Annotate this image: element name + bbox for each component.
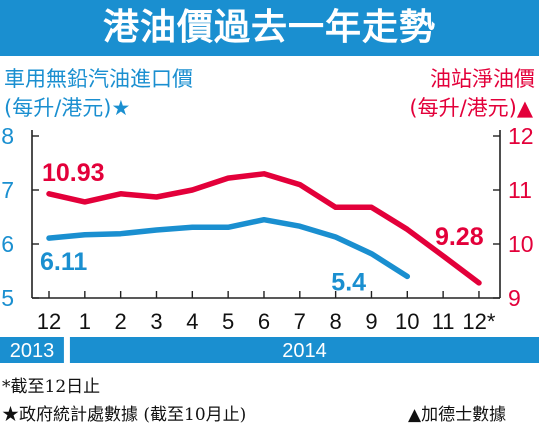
x-tick-label: 1	[79, 309, 91, 334]
right-axis-label: 油站淨油價	[430, 67, 535, 91]
left-tick-label: 5	[1, 285, 14, 311]
left-tick-label: 6	[1, 231, 14, 257]
left-tick-label: 8	[1, 123, 14, 149]
import-start-label: 6.11	[40, 248, 87, 276]
x-tick-label: 12	[37, 309, 61, 334]
chart-title: 港油價過去一年走勢	[102, 7, 436, 48]
import-end-label: 5.4	[331, 268, 366, 296]
left-tick-label: 7	[1, 177, 14, 203]
x-tick-label: 10	[395, 309, 419, 334]
year-band-2013	[0, 337, 64, 363]
title-bar	[0, 0, 539, 56]
left-axis-unit: (每升/港元)★	[4, 96, 131, 120]
year-band-label: 2014	[282, 340, 327, 362]
right-tick-label: 9	[508, 285, 521, 311]
footnote-cutoff: *截至12日止	[2, 377, 101, 397]
retail-end-label: 9.28	[435, 223, 484, 251]
retail-price-series-line	[46, 171, 482, 286]
x-tick-label: 4	[186, 309, 198, 334]
x-tick-label: 2	[115, 309, 127, 334]
x-tick-label: 7	[294, 309, 306, 334]
right-tick-label: 11	[508, 177, 532, 203]
year-band-2014	[69, 337, 539, 363]
right-tick-label: 10	[508, 231, 534, 257]
x-tick-label: 6	[258, 309, 270, 334]
x-tick-label: 12*	[462, 309, 495, 334]
x-tick-label: 8	[330, 309, 342, 334]
x-tick-label: 11	[432, 309, 455, 334]
footnote-gov-source: ★政府統計處數據 (截至10月止)	[2, 405, 247, 425]
import-price-series-line	[46, 216, 411, 280]
right-tick-label: 12	[508, 123, 534, 149]
right-axis-unit: (每升/港元)▲	[409, 96, 533, 120]
x-tick-label: 9	[365, 309, 377, 334]
left-axis-label: 車用無鉛汽油進口價	[4, 67, 193, 91]
year-band-label: 2013	[10, 340, 55, 362]
x-tick-label: 3	[150, 309, 162, 334]
x-tick-label: 5	[222, 309, 234, 334]
retail-start-label: 10.93	[42, 159, 105, 187]
footnote-tri-source: ▲加德士數據	[408, 405, 507, 425]
